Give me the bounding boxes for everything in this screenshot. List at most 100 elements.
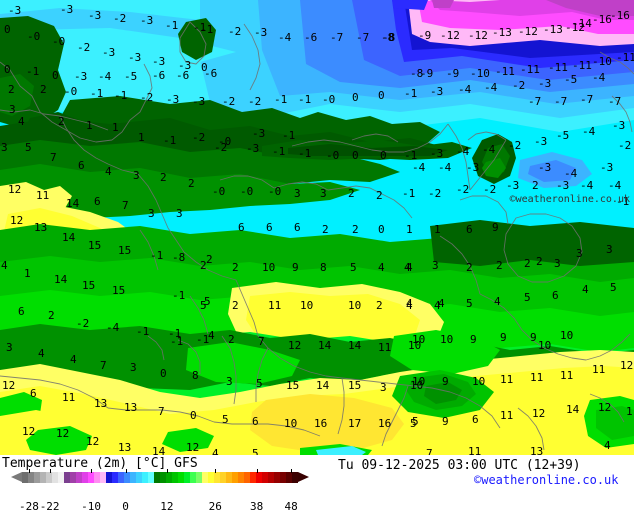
contour-value-label: 3 <box>6 341 13 354</box>
colorbar-swatch <box>148 472 154 483</box>
colorbar-swatch <box>208 472 214 483</box>
green-intrusion-s3 <box>390 330 500 374</box>
contour-value-label: 2 <box>40 83 47 96</box>
contour-value-label: 13 <box>124 401 138 414</box>
contour-value-label: -2 <box>76 317 90 330</box>
contour-value-label: -1 <box>193 21 207 34</box>
contour-value-label: -12 <box>468 29 488 42</box>
contour-value-label: 11 <box>468 445 482 455</box>
contour-value-label: -0 <box>27 30 41 43</box>
contour-value-label: 6 <box>252 415 259 428</box>
contour-value-label: 2 <box>160 171 167 184</box>
contour-value-label: -4 <box>482 143 496 156</box>
contour-value-label: 2 <box>536 255 543 268</box>
contour-value-label: -12 <box>518 25 538 38</box>
contour-value-label: -1 <box>298 93 312 106</box>
contour-value-label: 17 <box>348 417 362 430</box>
colorbar-swatch <box>202 472 208 483</box>
land-dark-band-south <box>0 324 634 398</box>
colorbar-gradient <box>22 472 298 483</box>
colorbar-swatch <box>256 472 262 483</box>
contour-value-label: -0 <box>218 135 232 148</box>
colorbar-swatch <box>286 472 292 483</box>
colorbar-swatch <box>262 472 268 483</box>
contour-value-label: 9 <box>292 261 299 274</box>
contour-value-label: -2 <box>192 131 206 144</box>
contour-value-label: 11 <box>62 391 76 404</box>
contour-value-label: 4 <box>212 447 219 455</box>
land-right-dark <box>430 220 634 266</box>
contour-value-label: -1 <box>168 327 182 340</box>
colorbar-tick <box>125 469 127 473</box>
colorbar-swatch <box>46 472 52 483</box>
colorbar-swatch <box>196 472 202 483</box>
contour-value-label: -6 <box>176 69 190 82</box>
land-green-belt-3 <box>0 164 360 226</box>
contour-value-label: 4 <box>378 261 385 274</box>
contour-value-label: 3 <box>148 207 155 220</box>
contour-value-label: 4 <box>1 259 8 272</box>
contour-value-label: 0 <box>378 223 385 236</box>
temperature-map[interactable]: -3 -3 -3 -2 -3 -1 -1 -1 -2 -3 -4 -6 -7 -7 -8 -8 -9 -12 -12… <box>0 0 634 455</box>
colorbar-tick-label: -22 <box>39 500 60 513</box>
contour-value-label: 12 <box>56 427 70 440</box>
island-small-1 <box>24 112 80 138</box>
contour-value-label: -1 <box>136 325 150 338</box>
contour-value-label: 6 <box>466 223 473 236</box>
contour-value-label: 6 <box>472 413 479 426</box>
contour-value-label: 7 <box>158 405 165 418</box>
contour-value-label: -5 <box>564 73 578 86</box>
contour-value-label: 2 <box>188 177 195 190</box>
colorbar-swatch <box>214 472 220 483</box>
contour-value-label: 3 <box>9 103 16 116</box>
contour-value-label: -3 <box>102 46 116 59</box>
colorbar-swatch <box>88 472 94 483</box>
contour-value-label: -2 <box>512 79 526 92</box>
contour-value-label: 14 <box>566 403 580 416</box>
contour-value-label: -3 <box>254 26 268 39</box>
contour-value-label: 2 <box>232 299 239 312</box>
contour-value-label: 0 <box>190 409 197 422</box>
coastlines <box>0 21 634 451</box>
contour-value-label: 11 <box>268 299 282 312</box>
contour-value-label: 2 <box>376 299 383 312</box>
contour-value-label: -2 <box>214 141 228 154</box>
contour-value-label: -0 <box>52 35 66 48</box>
contour-value-label: 10 <box>348 299 362 312</box>
colorbar-swatch <box>160 472 166 483</box>
colorbar-swatch <box>40 472 46 483</box>
contour-value-label: 12 <box>532 407 546 420</box>
contour-value-label: 14 <box>62 231 76 244</box>
contour-value-label: -3 <box>252 127 266 140</box>
contour-value-label: 9 <box>500 331 507 344</box>
contour-value-label: 11 <box>378 341 392 354</box>
colorbar-tick <box>256 469 258 473</box>
contour-value-label: -9 <box>420 67 434 80</box>
contour-value-label: 10 <box>410 379 424 392</box>
contour-value-label: -2 <box>618 139 632 152</box>
contour-value-label: 7 <box>100 359 107 372</box>
contour-value-label: 2 <box>228 333 235 346</box>
contour-value-label: -8 <box>172 251 186 264</box>
contour-value-label: 13 <box>530 445 544 455</box>
contour-value-label: -16 <box>592 13 612 26</box>
contour-value-label: -2 <box>140 91 154 104</box>
colorbar-swatch <box>232 472 238 483</box>
colorbar-tick-label: -10 <box>81 500 101 513</box>
contour-value-label: 13 <box>94 397 108 410</box>
contour-value-label: 12 <box>22 425 36 438</box>
colorbar-right-arrow <box>298 472 309 482</box>
contour-value-label: -1 <box>170 335 184 348</box>
colorbar-swatch <box>250 472 256 483</box>
colorbar-swatch <box>178 472 184 483</box>
contour-value-label: 1 <box>406 223 413 236</box>
contour-value-label: 0 <box>352 91 359 104</box>
contour-value-label: 15 <box>82 279 96 292</box>
contour-value-label: 0 <box>201 61 208 74</box>
contour-value-label: 3 <box>380 381 387 394</box>
contour-value-label: -1 <box>163 134 177 147</box>
contour-value-label: 8 <box>192 369 199 382</box>
land-nw-2 <box>0 74 34 116</box>
warm-zone-south-hot <box>250 394 404 452</box>
contour-value-label: -1 <box>114 89 128 102</box>
